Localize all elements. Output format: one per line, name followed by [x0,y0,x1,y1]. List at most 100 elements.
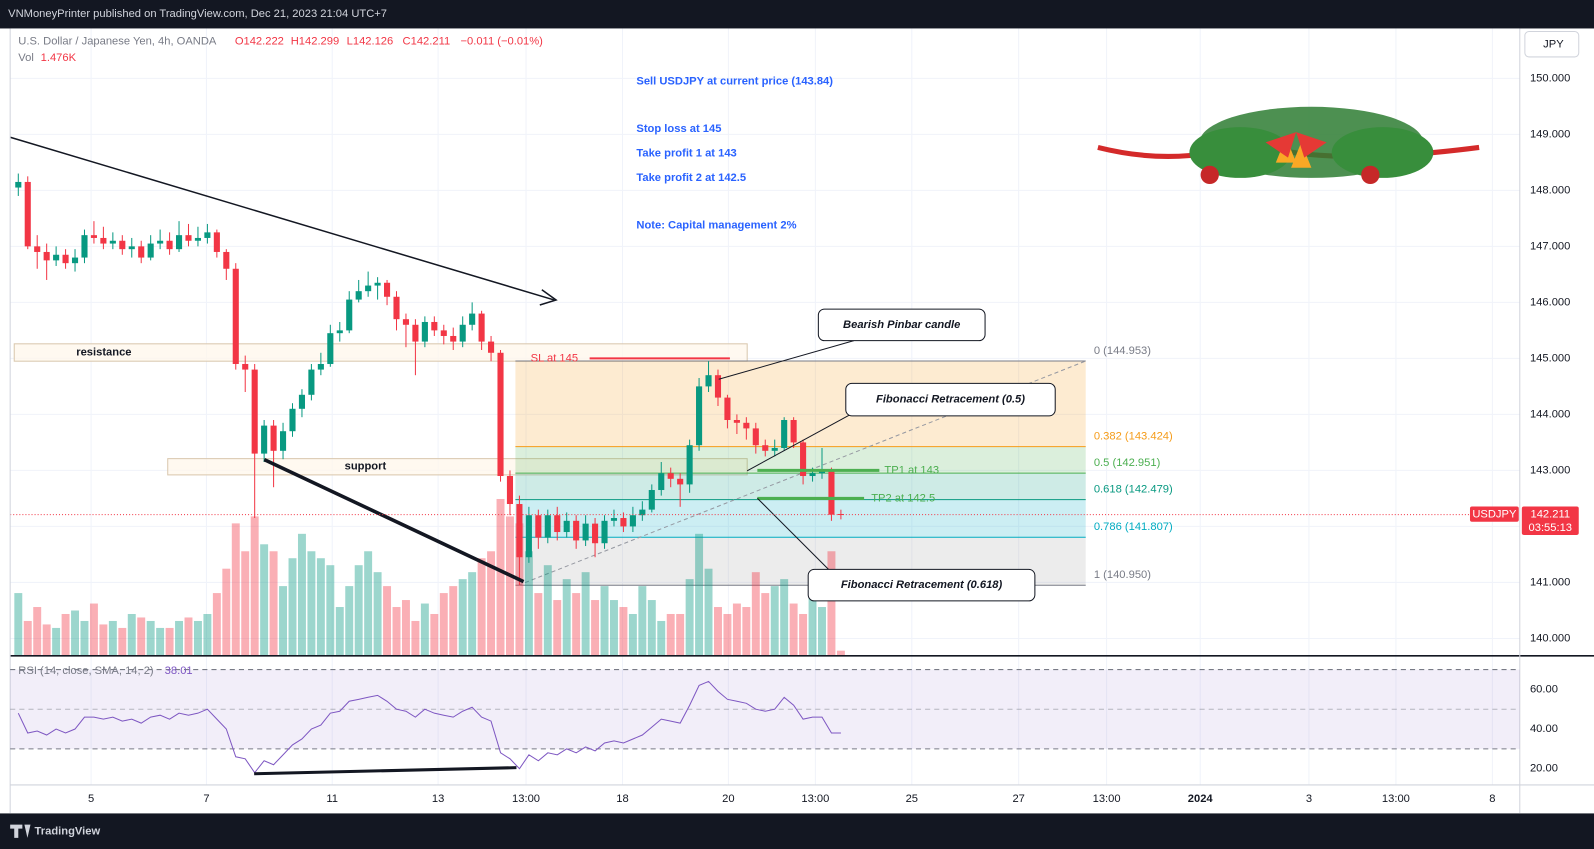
brand: TradingView [35,826,101,838]
volume-bar [52,627,61,656]
callout-text: Fibonacci Retracement (0.5) [876,394,1025,406]
x-tick-label: 18 [616,793,628,805]
candle-body [610,518,618,521]
rsi-tick-label: 40.00 [1530,723,1558,735]
candle-body [374,282,381,286]
ohlc-label: −0.011 (−0.01%) [461,36,544,48]
candle-body [440,330,447,336]
candle-body [194,237,201,241]
candle-body [431,321,438,331]
bow [1265,132,1327,158]
x-tick-label: 13 [432,793,444,805]
fib-label: 0.786 (141.807) [1094,521,1173,533]
bottom-bar [0,813,1594,849]
x-tick-label: 2024 [1188,793,1214,805]
volume-bar [383,586,392,656]
level-label: TP2 at 142.5 [871,492,935,504]
trend-line [9,136,555,301]
volume-bar [288,558,297,656]
fib-label: 0.5 (142.951) [1094,457,1161,469]
x-tick-label: 13:00 [1382,793,1410,805]
candle-body [346,299,353,331]
candle-body [100,237,107,244]
publisher: VNMoneyPrinter published on TradingView.… [8,8,387,20]
x-tick-label: 13:00 [801,793,829,805]
x-tick-label: 11 [326,793,338,805]
volume-bar [770,586,779,656]
candle-body [686,445,693,485]
volume-bar [373,572,382,656]
candle-body [469,313,476,325]
trade-plan-line: Sell USDJPY at current price (143.84) [636,75,833,87]
candle-body [658,473,665,491]
candle-body [573,520,580,541]
candle-body [242,363,249,370]
rsi-line [17,680,841,774]
volume-bar [127,613,136,656]
candle-body [837,513,844,516]
volume-title: Vol [18,52,34,64]
x-tick-label: 7 [203,793,209,805]
volume-value: 1.476K [41,52,77,64]
volume-bar [80,620,89,656]
candle-body [185,235,192,241]
volume-bar [61,613,70,656]
volume-bar [581,572,590,656]
x-tick-label: 5 [88,793,94,805]
volume-bar [23,620,32,656]
candle-body [317,363,324,370]
candle-body [270,425,277,451]
candle-body [289,408,296,432]
volume-bar [401,600,410,656]
candle-body [459,324,466,342]
candle-body [24,181,31,247]
candle-body [733,419,740,423]
volume-bar [562,579,571,656]
ohlc-label: C142.211 [403,36,451,48]
volume-bar [193,620,202,656]
candle-body [175,235,183,250]
candle-body [592,523,599,544]
candle-body [620,518,627,527]
volume-bar [543,565,552,656]
candle-body [232,268,239,364]
volume-bar [212,593,221,656]
candle-body [582,523,589,541]
volume-bar [742,607,751,656]
volume-bar [761,593,770,656]
volume-bar [175,620,184,656]
candle-body [43,251,50,261]
volume-bar [33,607,42,656]
x-tick-label: 8 [1489,793,1495,805]
ornament [1361,165,1380,185]
currency: JPY [1543,39,1564,51]
candle-body [81,235,88,258]
volume-bar [118,627,127,656]
candle-body [677,478,684,485]
candle-body [639,509,646,516]
trade-plan-line: Stop loss at 145 [636,123,721,135]
candle-body [393,296,400,320]
volume-bar [799,613,808,656]
candle-body [421,321,428,342]
zone-label: resistance [76,346,131,358]
volume-bar [789,603,798,656]
trade-plan-line: Note: Capital management 2% [636,220,796,232]
volume-bar [836,650,845,656]
candle-body [308,369,315,395]
candle-body [402,319,410,325]
volume-bar [591,600,600,656]
volume-bar [316,558,325,656]
candle-body [298,394,306,409]
arrow-head [539,289,558,306]
candle-body [53,254,60,261]
y-tick-label: 140.000 [1530,632,1570,644]
rsi-tick-label: 20.00 [1530,763,1558,775]
price-tag-symbol [1469,506,1519,522]
volume-bar [14,593,23,656]
volume-bar [203,613,212,656]
fib-zone [515,499,1086,538]
rsi-tick-label: 60.00 [1530,683,1558,695]
volume-bar [430,613,439,656]
